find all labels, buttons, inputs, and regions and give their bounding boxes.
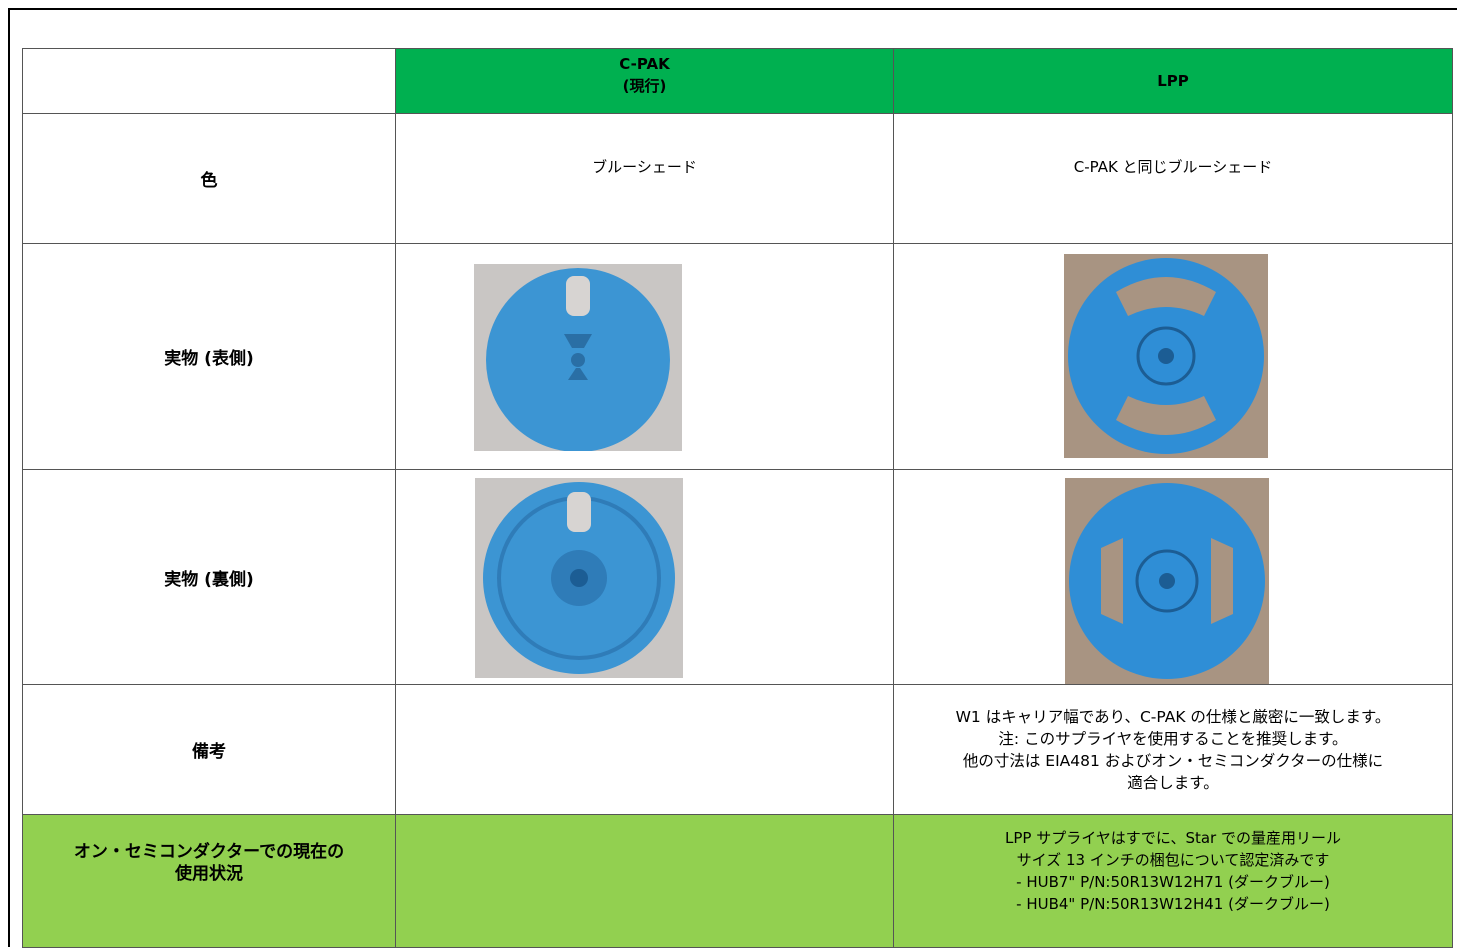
label-line: オン・セミコンダクターでの現在の bbox=[73, 842, 345, 862]
row-label: 実物 (裏側) bbox=[22, 469, 396, 685]
row-label: 備考 bbox=[22, 684, 396, 815]
reel-photo bbox=[475, 478, 683, 678]
cell: LPP サプライヤはすでに、Star での量産用リール サイズ 13 インチの梱… bbox=[893, 814, 1453, 948]
header-text: (現行) bbox=[622, 77, 667, 95]
usage-line: LPP サプライヤはすでに、Star での量産用リール bbox=[1005, 829, 1341, 847]
header-text: LPP bbox=[1157, 72, 1189, 90]
cell bbox=[395, 814, 894, 948]
cell: ブルーシェード bbox=[395, 113, 894, 244]
header-text: C-PAK bbox=[619, 55, 670, 73]
header-row: C-PAK (現行) LPP bbox=[22, 48, 1453, 114]
cell bbox=[395, 243, 894, 470]
row: 備考 W1 はキャリア幅であり、C-PAK の仕様と厳密に一致します。 注: こ… bbox=[22, 684, 1453, 815]
row-label: 色 bbox=[22, 113, 396, 244]
comparison-table: C-PAK (現行) LPP 色 ブルーシェード C-PAK と同じブルーシェー… bbox=[22, 48, 1453, 948]
row: オン・セミコンダクターでの現在の 使用状況 LPP サプライヤはすでに、Star… bbox=[22, 814, 1453, 948]
row: 実物 (表側) bbox=[22, 243, 1453, 470]
row-label: オン・セミコンダクターでの現在の 使用状況 bbox=[22, 814, 396, 948]
note-line: W1 はキャリア幅であり、C-PAK の仕様と厳密に一致します。 bbox=[955, 707, 1391, 726]
cell bbox=[395, 684, 894, 815]
reel-photo bbox=[474, 264, 682, 451]
cell bbox=[893, 469, 1453, 685]
row: 色 ブルーシェード C-PAK と同じブルーシェード bbox=[22, 113, 1453, 244]
cell bbox=[893, 243, 1453, 470]
usage-line: サイズ 13 インチの梱包について認定済みです bbox=[1016, 851, 1330, 869]
reel-photo bbox=[1064, 254, 1268, 458]
frame bbox=[8, 8, 1457, 947]
label-line: 使用状況 bbox=[175, 864, 243, 884]
header-cell: LPP bbox=[893, 48, 1453, 114]
usage-line: - HUB7" P/N:50R13W12H71 (ダークブルー) bbox=[1016, 873, 1330, 891]
note-line: 注: このサプライヤを使用することを推奨します。 bbox=[998, 729, 1348, 748]
cell: W1 はキャリア幅であり、C-PAK の仕様と厳密に一致します。 注: このサプ… bbox=[893, 684, 1453, 815]
note-line: 適合します。 bbox=[1127, 773, 1219, 792]
cell: C-PAK と同じブルーシェード bbox=[893, 113, 1453, 244]
note-line: 他の寸法は EIA481 およびオン・セミコンダクターの仕様に bbox=[962, 751, 1384, 770]
header-cell bbox=[22, 48, 396, 114]
reel-photo bbox=[1065, 478, 1269, 684]
header-cell: C-PAK (現行) bbox=[395, 48, 894, 114]
usage-line: - HUB4" P/N:50R13W12H41 (ダークブルー) bbox=[1016, 895, 1330, 913]
cell bbox=[395, 469, 894, 685]
row: 実物 (裏側) bbox=[22, 469, 1453, 685]
row-label: 実物 (表側) bbox=[22, 243, 396, 470]
